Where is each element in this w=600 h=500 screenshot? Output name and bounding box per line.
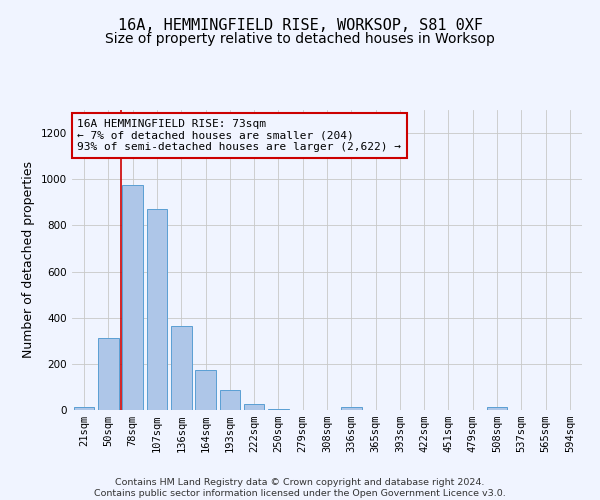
- Text: Contains HM Land Registry data © Crown copyright and database right 2024.
Contai: Contains HM Land Registry data © Crown c…: [94, 478, 506, 498]
- Bar: [146, 209, 167, 410]
- Bar: [171, 326, 191, 410]
- Bar: [98, 338, 119, 410]
- Text: 16A HEMMINGFIELD RISE: 73sqm
← 7% of detached houses are smaller (204)
93% of se: 16A HEMMINGFIELD RISE: 73sqm ← 7% of det…: [77, 119, 401, 152]
- Bar: [195, 370, 216, 410]
- Text: 16A, HEMMINGFIELD RISE, WORKSOP, S81 0XF: 16A, HEMMINGFIELD RISE, WORKSOP, S81 0XF: [118, 18, 482, 32]
- Bar: [487, 406, 508, 410]
- Bar: [122, 185, 143, 410]
- Bar: [74, 406, 94, 410]
- Bar: [220, 390, 240, 410]
- Text: Size of property relative to detached houses in Worksop: Size of property relative to detached ho…: [105, 32, 495, 46]
- Bar: [268, 409, 289, 410]
- Bar: [244, 404, 265, 410]
- Bar: [341, 407, 362, 410]
- Y-axis label: Number of detached properties: Number of detached properties: [22, 162, 35, 358]
